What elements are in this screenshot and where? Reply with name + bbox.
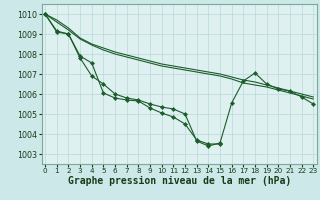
X-axis label: Graphe pression niveau de la mer (hPa): Graphe pression niveau de la mer (hPa) [68,176,291,186]
